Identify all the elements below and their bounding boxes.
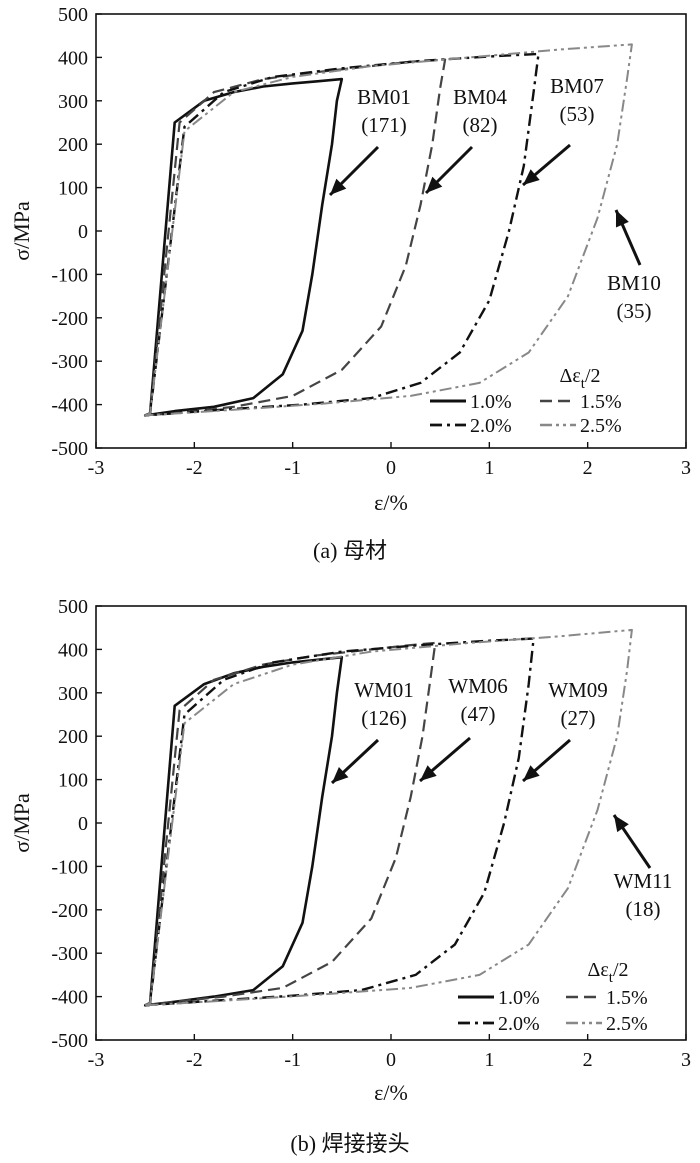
annotation-label: WM06 (448, 674, 508, 698)
annotation-cycles: (18) (626, 897, 661, 921)
legend-entry-label: 2.5% (606, 1013, 648, 1035)
annotation-BM10: BM10 (35) (607, 209, 661, 323)
x-tick-label: -1 (284, 457, 301, 479)
subplot-b: 500 400 300 200 100 0 -100 -200 -300 -400 -500-3 -2… (9, 596, 691, 1156)
y-tick-label: -300 (51, 943, 88, 965)
x-axis-label: ε/% (374, 1080, 408, 1105)
legend: Δεt/2 1.0% 1.5% 2.0% 2.5% (458, 959, 648, 1035)
y-tick-label: 300 (58, 91, 88, 113)
y-tick-label: -400 (51, 395, 88, 417)
annotation-label: BM07 (550, 74, 604, 98)
x-axis-label: ε/% (374, 490, 408, 515)
y-axis-label: σ/MPa (9, 793, 34, 853)
y-tick-label: 400 (58, 47, 88, 69)
x-tick-label: -3 (88, 1049, 105, 1071)
legend-entry-label: 2.0% (498, 1013, 540, 1035)
x-tick-label: 2 (583, 457, 593, 479)
legend-entry-label: 2.5% (580, 415, 622, 437)
x-tick-label: 2 (583, 1049, 593, 1071)
y-tick-label: -500 (51, 438, 88, 460)
legend-title: Δεt/2 (588, 959, 629, 986)
annotation-arrow-head (615, 210, 629, 228)
annotation-cycles: (53) (560, 102, 595, 126)
x-tick-label: -1 (284, 1049, 301, 1071)
annotation-cycles: (27) (561, 706, 596, 730)
x-tick-label: 3 (681, 1049, 691, 1071)
legend: Δεt/2 1.0% 1.5% 2.0% 2.5% (430, 365, 622, 437)
y-axis-label: σ/MPa (9, 201, 34, 261)
y-tick-label: 500 (58, 4, 88, 26)
annotation-cycles: (171) (361, 113, 407, 137)
series-line-2.5% (144, 628, 633, 1007)
annotation-arrow-head (523, 765, 540, 781)
annotation-arrow-head (420, 765, 437, 781)
subplot-caption: (a) 母材 (313, 538, 387, 563)
x-tick-label: 0 (386, 1049, 396, 1071)
y-tick-label: 100 (58, 178, 88, 200)
y-tick-label: -100 (51, 856, 88, 878)
series-line-1.5% (144, 58, 447, 417)
annotation-arrow-head (426, 176, 443, 193)
series-line-1.0% (143, 77, 344, 417)
y-tick-label: 300 (58, 683, 88, 705)
y-tick-label: 100 (58, 770, 88, 792)
annotation-WM06: WM06 (47) (419, 674, 508, 783)
y-tick-label: 500 (58, 596, 88, 618)
annotation-arrow-head (330, 178, 347, 195)
subplot-caption: (b) 焊接接头 (290, 1131, 409, 1156)
y-tick-label: -200 (51, 900, 88, 922)
annotation-arrow-head (614, 815, 629, 833)
annotation-label: WM01 (354, 678, 414, 702)
series-line-2.0% (144, 52, 540, 417)
annotation-cycles: (126) (361, 706, 407, 730)
x-tick-label: 0 (386, 457, 396, 479)
y-tick-label: 200 (58, 134, 88, 156)
annotation-label: BM10 (607, 271, 661, 295)
series-line-1.5% (144, 641, 437, 1007)
y-tick-label: -100 (51, 264, 88, 286)
legend-entry-label: 1.5% (580, 391, 622, 413)
annotation-WM11: WM11 (18) (612, 814, 673, 921)
x-tick-label: -2 (186, 457, 203, 479)
y-tick-label: 200 (58, 726, 88, 748)
x-tick-label: 1 (484, 457, 494, 479)
annotation-cycles: (35) (617, 299, 652, 323)
annotation-arrow-head (332, 766, 349, 783)
y-tick-label: 400 (58, 639, 88, 661)
y-tick-label: -200 (51, 308, 88, 330)
legend-entry-label: 1.5% (606, 987, 648, 1009)
legend-entry-label: 1.0% (470, 391, 512, 413)
annotation-label: BM04 (453, 85, 507, 109)
subplot-a: 500 400 300 200 100 0 -100 -200 -300 -400 -500-3 -2… (9, 4, 691, 563)
annotation-cycles: (82) (463, 113, 498, 137)
annotation-arrow-head (523, 169, 540, 185)
annotation-label: WM09 (548, 678, 608, 702)
annotation-label: BM01 (357, 85, 411, 109)
y-tick-label: -300 (51, 351, 88, 373)
legend-entry-label: 1.0% (498, 987, 540, 1009)
y-tick-label: -400 (51, 987, 88, 1009)
y-tick-label: 0 (78, 813, 88, 835)
x-tick-label: -2 (186, 1049, 203, 1071)
annotation-label: WM11 (614, 869, 673, 893)
series-line-1.0% (143, 655, 344, 1007)
annotation-WM09: WM09 (27) (522, 678, 608, 783)
series-line-2.5% (144, 43, 633, 417)
annotation-BM01: BM01 (171) (328, 85, 411, 197)
x-tick-label: -3 (88, 457, 105, 479)
legend-entry-label: 2.0% (470, 415, 512, 437)
y-tick-label: -500 (51, 1030, 88, 1052)
x-tick-label: 1 (484, 1049, 494, 1071)
x-tick-label: 3 (681, 457, 691, 479)
annotation-BM07: BM07 (53) (522, 74, 604, 187)
y-tick-label: 0 (78, 221, 88, 243)
legend-title: Δεt/2 (560, 365, 601, 392)
annotation-BM04: BM04 (82) (424, 85, 507, 195)
series-line-2.0% (144, 637, 535, 1007)
annotation-cycles: (47) (461, 702, 496, 726)
annotation-WM01: WM01 (126) (330, 678, 414, 785)
